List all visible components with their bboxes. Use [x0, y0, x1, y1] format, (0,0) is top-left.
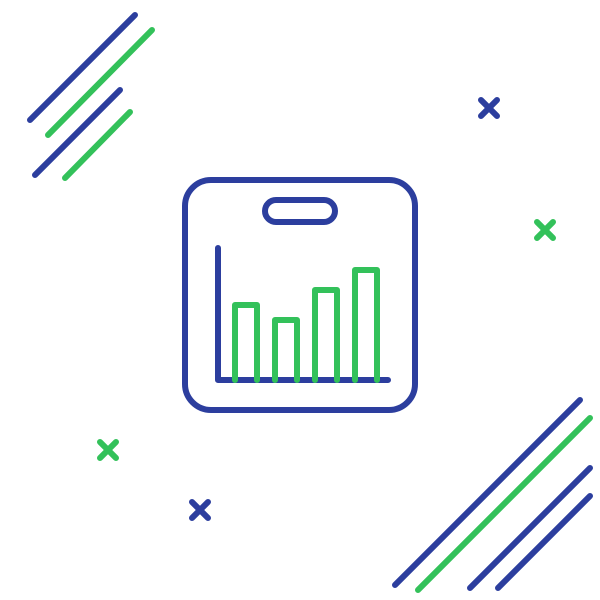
decorative-chart-icon	[0, 0, 600, 600]
